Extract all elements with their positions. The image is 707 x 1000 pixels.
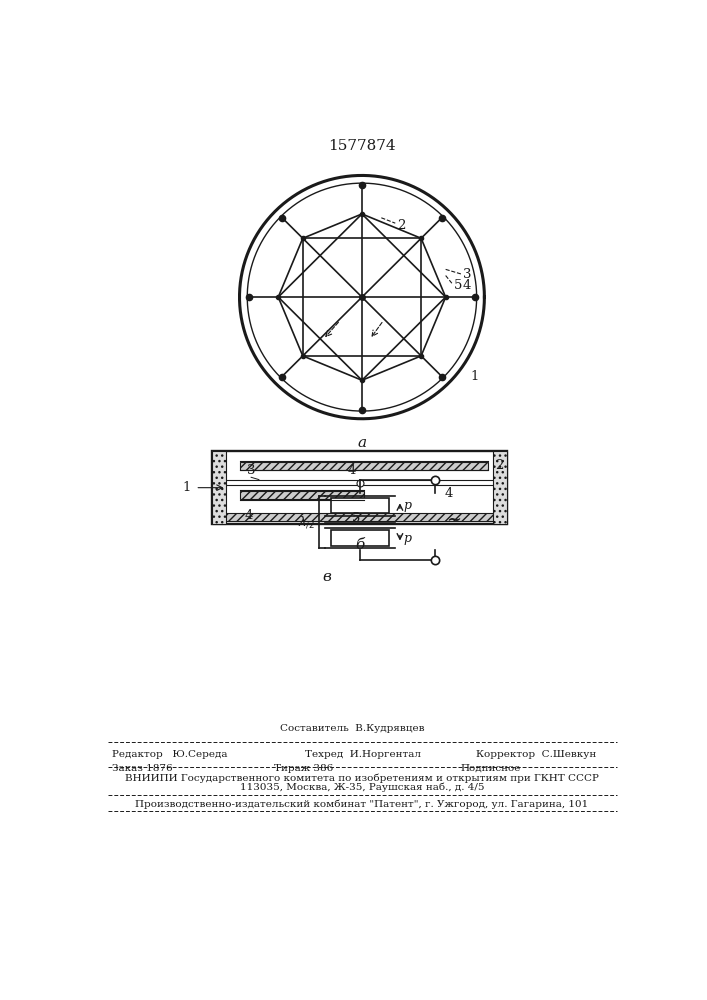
Bar bbox=[331, 498, 389, 513]
Bar bbox=[218, 480, 501, 485]
Text: Подписное: Подписное bbox=[460, 764, 521, 773]
Text: Техред  И.Норгентал: Техред И.Норгентал bbox=[305, 750, 421, 759]
Text: 5: 5 bbox=[453, 279, 462, 292]
Text: $\lambda_{/2}$: $\lambda_{/2}$ bbox=[298, 514, 315, 530]
Text: 3: 3 bbox=[462, 267, 471, 280]
Text: 4: 4 bbox=[462, 279, 471, 292]
Text: 2: 2 bbox=[397, 219, 405, 232]
Text: 2: 2 bbox=[495, 459, 503, 472]
Text: 4: 4 bbox=[245, 509, 253, 522]
Text: 1: 1 bbox=[470, 370, 479, 383]
Bar bbox=[240, 462, 488, 470]
Text: Редактор   Ю.Середа: Редактор Ю.Середа bbox=[112, 750, 227, 759]
Bar bbox=[240, 491, 363, 499]
Text: 4: 4 bbox=[348, 464, 356, 477]
Bar bbox=[331, 530, 389, 546]
Bar bbox=[212, 451, 226, 524]
Text: 113035, Москва, Ж-35, Раушская наб., д. 4/5: 113035, Москва, Ж-35, Раушская наб., д. … bbox=[240, 783, 484, 792]
Text: p: p bbox=[404, 499, 411, 512]
Text: 5: 5 bbox=[352, 512, 361, 525]
Text: Производственно-издательский комбинат "Патент", г. Ужгород, ул. Гагарина, 101: Производственно-издательский комбинат "П… bbox=[135, 799, 588, 809]
Bar bbox=[493, 451, 507, 524]
Text: 1577874: 1577874 bbox=[328, 139, 396, 153]
Text: б: б bbox=[355, 538, 364, 552]
Text: Составитель  В.Кудрявцев: Составитель В.Кудрявцев bbox=[280, 724, 424, 733]
Text: 3: 3 bbox=[247, 464, 256, 477]
Text: 1: 1 bbox=[182, 481, 191, 494]
Text: в: в bbox=[322, 570, 332, 584]
Text: Корректор  С.Шевкун: Корректор С.Шевкун bbox=[476, 750, 596, 759]
Text: ~: ~ bbox=[446, 511, 462, 529]
Text: Заказ 1876: Заказ 1876 bbox=[112, 764, 173, 773]
Text: Тираж 386: Тираж 386 bbox=[274, 764, 334, 773]
Bar bbox=[218, 513, 501, 521]
Text: ВНИИПИ Государственного комитета по изобретениям и открытиям при ГКНТ СССР: ВНИИПИ Государственного комитета по изоб… bbox=[125, 774, 599, 783]
Text: p: p bbox=[404, 532, 411, 545]
Text: a: a bbox=[357, 436, 366, 450]
Text: 4: 4 bbox=[445, 487, 453, 500]
